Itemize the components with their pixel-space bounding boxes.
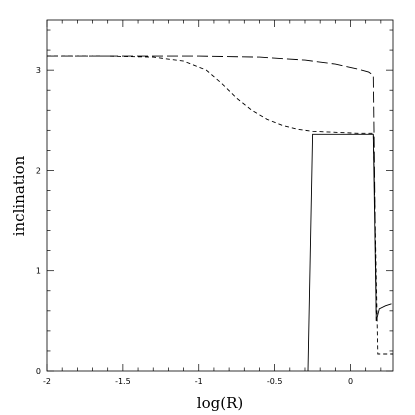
x-tick-label: -1.5 [115,377,131,386]
y-tick-label: 1 [36,267,41,276]
x-tick-label: -0.5 [267,377,283,386]
series-line-long-dash [47,55,377,321]
x-tick-label: -1 [195,377,203,386]
tick-labels: -2 -1.5 -1 -0.5 0 0 1 2 3 [36,66,353,386]
plot-frame [46,19,394,372]
x-axis-title: log(R) [197,394,243,412]
y-tick-label: 3 [36,66,41,75]
y-tick-label: 2 [36,166,41,175]
y-axis-title: inclination [10,155,28,236]
series-line-solid [307,133,392,372]
x-tick-label: -2 [43,377,51,386]
axis-ticks [46,20,393,372]
series-line-short-dash [47,55,393,355]
x-tick-label: 0 [348,377,353,386]
y-tick-label: 0 [36,367,41,376]
series-lines [47,55,393,372]
